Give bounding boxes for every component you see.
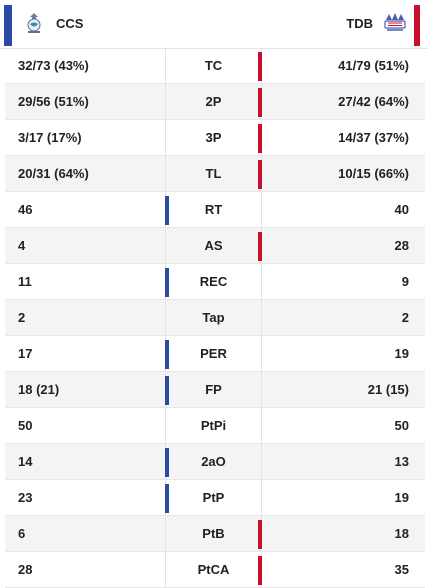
stat-row: 2 Tap 2: [5, 300, 425, 336]
stat-row: 3/17 (17%) 3P 14/37 (37%): [5, 120, 425, 156]
stat-label: Tap: [202, 310, 225, 325]
stat-label: TC: [204, 58, 223, 73]
stat-label-cell: PtP: [165, 480, 262, 515]
stat-label: PtP: [202, 490, 225, 505]
teams-header: CCS TDB: [0, 0, 428, 49]
home-leader-bar: [165, 268, 169, 297]
stat-label-cell: AS: [165, 228, 262, 263]
away-color-bar: [414, 5, 420, 46]
stat-row: 32/73 (43%) TC 41/79 (51%): [5, 48, 425, 84]
home-stat-value: 50: [18, 418, 33, 433]
home-stat-value: 14: [18, 454, 33, 469]
away-stat-value: 40: [394, 202, 409, 217]
home-stat-value: 20/31 (64%): [18, 166, 89, 181]
stat-row: 6 PtB 18: [5, 516, 425, 552]
stat-label-cell: 3P: [165, 120, 262, 155]
away-stat-value: 50: [394, 418, 409, 433]
stat-row: 23 PtP 19: [5, 480, 425, 516]
stat-label-cell: PER: [165, 336, 262, 371]
stat-row: 17 PER 19: [5, 336, 425, 372]
away-stat-value: 13: [394, 454, 409, 469]
home-stat-value: 2: [18, 310, 26, 325]
home-stat-value: 3/17 (17%): [18, 130, 82, 145]
away-team-logo-icon[interactable]: [382, 12, 408, 34]
stat-row: 18 (21) FP 21 (15): [5, 372, 425, 408]
home-stat-value: 46: [18, 202, 33, 217]
home-stat-value: 23: [18, 490, 33, 505]
stat-row: 46 RT 40: [5, 192, 425, 228]
away-team-name[interactable]: TDB: [346, 16, 373, 31]
away-leader-bar: [258, 556, 262, 585]
away-leader-bar: [258, 160, 262, 189]
home-stat-value: 17: [18, 346, 33, 361]
away-leader-bar: [258, 124, 262, 153]
home-team-name[interactable]: CCS: [56, 16, 84, 31]
home-stat-value: 6: [18, 526, 26, 541]
stat-row: 14 2aO 13: [5, 444, 425, 480]
stat-label-cell: REC: [165, 264, 262, 299]
stat-label-cell: PtCA: [165, 552, 262, 587]
away-leader-bar: [258, 520, 262, 549]
stat-label-cell: Tap: [165, 300, 262, 335]
away-stat-value: 18: [394, 526, 409, 541]
stat-label: 2P: [205, 94, 222, 109]
away-stat-value: 35: [394, 562, 409, 577]
stat-label: PER: [200, 346, 227, 361]
home-stat-value: 4: [18, 238, 26, 253]
stat-label-cell: PtB: [165, 516, 262, 551]
stat-row: 28 PtCA 35: [5, 552, 425, 588]
home-leader-bar: [165, 484, 169, 513]
stat-label-cell: 2P: [165, 84, 262, 119]
stat-row: 50 PtPi 50: [5, 408, 425, 444]
stat-label: REC: [199, 274, 228, 289]
stat-row: 11 REC 9: [5, 264, 425, 300]
away-leader-bar: [258, 88, 262, 117]
away-stat-value: 10/15 (66%): [338, 166, 409, 181]
stat-row: 4 AS 28: [5, 228, 425, 264]
away-stat-value: 27/42 (64%): [338, 94, 409, 109]
home-color-bar: [4, 5, 12, 46]
stat-label-cell: RT: [165, 192, 262, 227]
stat-label-cell: TC: [165, 48, 262, 83]
stat-row: 20/31 (64%) TL 10/15 (66%): [5, 156, 425, 192]
away-stat-value: 28: [394, 238, 409, 253]
stat-label-cell: FP: [165, 372, 262, 407]
stat-label: AS: [204, 238, 223, 253]
home-stat-value: 18 (21): [18, 382, 60, 397]
stat-row: 29/56 (51%) 2P 27/42 (64%): [5, 84, 425, 120]
away-leader-bar: [258, 232, 262, 261]
stat-label: RT: [204, 202, 223, 217]
stat-label: 3P: [205, 130, 222, 145]
stat-label: 2aO: [201, 454, 226, 469]
away-stat-value: 19: [394, 346, 409, 361]
stat-label-cell: TL: [165, 156, 262, 191]
stat-label-cell: 2aO: [165, 444, 262, 479]
home-leader-bar: [165, 340, 169, 369]
stats-table: 32/73 (43%) TC 41/79 (51%) 29/56 (51%) 2P 27/…: [5, 48, 425, 588]
away-leader-bar: [258, 52, 262, 81]
home-stat-value: 28: [18, 562, 33, 577]
away-stat-value: 9: [401, 274, 409, 289]
stat-label: TL: [205, 166, 222, 181]
away-stat-value: 41/79 (51%): [338, 58, 409, 73]
home-leader-bar: [165, 196, 169, 225]
stat-label: PtCA: [197, 562, 230, 577]
away-stat-value: 2: [401, 310, 409, 325]
away-stat-value: 14/37 (37%): [338, 130, 409, 145]
home-stat-value: 32/73 (43%): [18, 58, 89, 73]
stat-label: PtB: [202, 526, 225, 541]
home-leader-bar: [165, 448, 169, 477]
home-stat-value: 11: [18, 274, 32, 289]
home-team-logo-icon[interactable]: [23, 12, 45, 34]
home-leader-bar: [165, 376, 169, 405]
stat-label: FP: [205, 382, 222, 397]
stat-label-cell: PtPi: [165, 408, 262, 443]
home-stat-value: 29/56 (51%): [18, 94, 89, 109]
away-stat-value: 19: [394, 490, 409, 505]
stat-label: PtPi: [200, 418, 227, 433]
away-stat-value: 21 (15): [367, 382, 409, 397]
